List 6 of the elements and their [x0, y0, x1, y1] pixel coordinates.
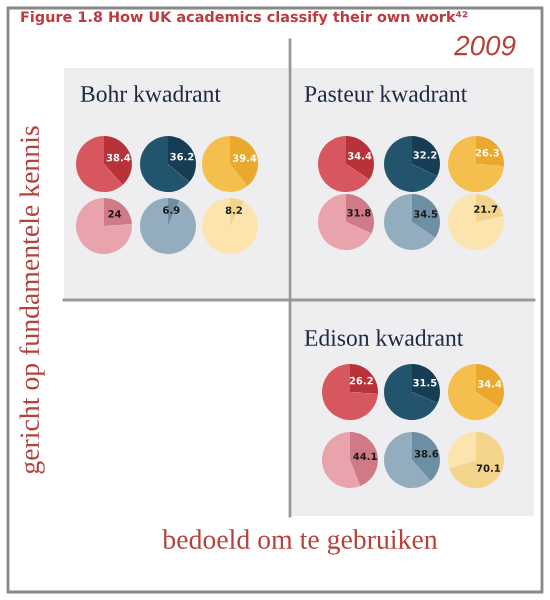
text: gericht op fundamentele kennis [19, 126, 45, 474]
text: bedoeld om te gebruiken [162, 529, 438, 555]
text: Pasteur kwadrant [304, 85, 468, 102]
text: Edison kwadrant [304, 329, 464, 346]
text: Bohr kwadrant [80, 85, 221, 102]
text: 2009 [454, 35, 516, 56]
